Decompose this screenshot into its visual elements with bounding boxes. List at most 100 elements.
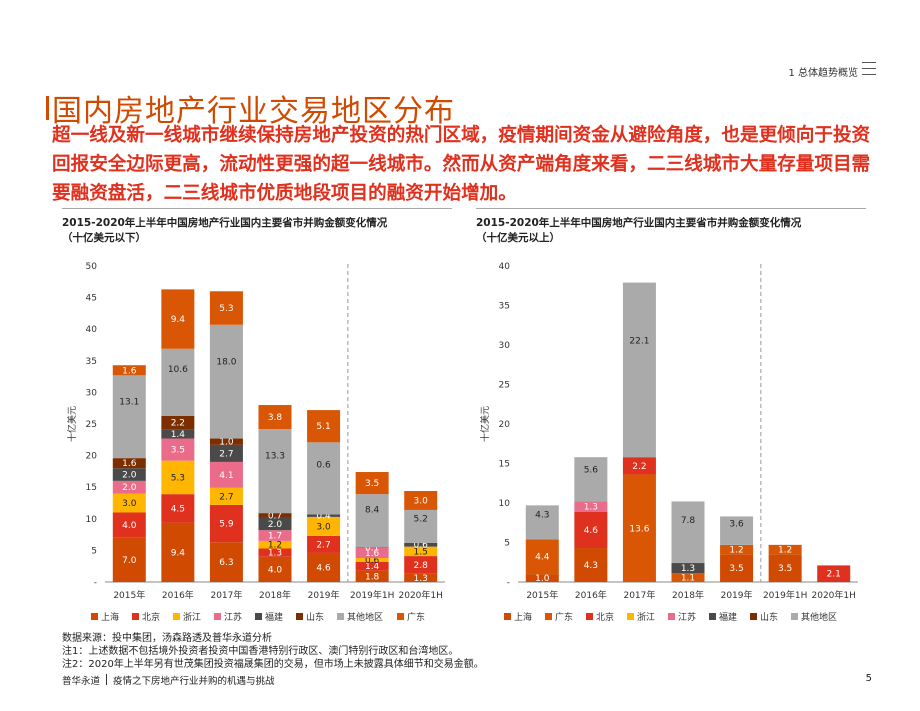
bar-segment — [307, 552, 341, 582]
data-label: 4.1 — [219, 471, 233, 481]
x-tick-label: 2015年 — [526, 589, 558, 601]
bar-segment — [720, 544, 754, 555]
footer-separator — [106, 674, 108, 685]
bar-segment — [355, 570, 389, 582]
data-label: 4.6 — [316, 563, 331, 573]
chart-1-title-line2: （十亿美元以下） — [62, 232, 146, 244]
menu-icon[interactable] — [862, 62, 876, 75]
bar-segment — [161, 415, 195, 430]
bar-segment — [307, 535, 341, 553]
y-tick-label: - — [507, 578, 510, 588]
y-tick-label: 10 — [86, 515, 98, 525]
data-label: 4.4 — [535, 553, 550, 563]
bar-segment — [355, 494, 389, 548]
bar-segment — [355, 561, 389, 571]
bar-segment — [112, 468, 146, 481]
data-label: 3.0 — [414, 496, 429, 506]
data-label: 7.8 — [681, 516, 696, 526]
legend-label: 江苏 — [678, 611, 696, 623]
data-label: 1.8 — [365, 572, 380, 582]
bar-segment — [161, 429, 195, 439]
bar-segment — [404, 542, 438, 547]
data-label: 0.7 — [268, 511, 282, 521]
data-label: 2.0 — [268, 520, 283, 530]
bar-segment — [112, 365, 146, 376]
y-tick-label: 20 — [86, 452, 98, 462]
bar-segment — [161, 460, 195, 495]
y-tick-label: 25 — [499, 381, 510, 391]
data-label: 3.5 — [171, 446, 185, 456]
y-axis-label: 十亿美元 — [66, 406, 78, 442]
data-label: 5.3 — [219, 304, 233, 314]
data-label: 5.1 — [316, 422, 330, 432]
y-tick-label: 10 — [499, 499, 511, 509]
data-label: 1.5 — [414, 547, 428, 557]
x-tick-label: 2015年 — [113, 589, 145, 601]
bar-segment — [525, 574, 559, 582]
data-label: 4.0 — [122, 521, 137, 531]
chart-2: - 5 10 15 20 25 30 35 40 十亿美元 1.0 4.4 4.3 2015年 4.3 4.6… — [479, 262, 858, 623]
y-axis-label: 十亿美元 — [479, 406, 491, 442]
legend-label: 山东 — [306, 611, 324, 623]
data-label: 1.3 — [414, 574, 428, 584]
bar-segment — [112, 512, 146, 538]
bar-segment — [307, 410, 341, 443]
data-label: 2.2 — [632, 462, 646, 472]
data-label: 1.0 — [219, 438, 234, 448]
bar-segment — [355, 472, 389, 495]
chart-2-title-line1: 2015-2020年上半年中国房地产行业国内主要省市并购金额变化情况 — [476, 217, 802, 229]
x-tick-label: 2020年1H — [399, 589, 443, 601]
bar-segment — [525, 505, 559, 540]
bar-segment — [112, 458, 146, 469]
bar-segment — [112, 480, 146, 494]
data-label: 1.2 — [729, 546, 743, 556]
bar-segment — [404, 556, 438, 574]
data-label: 0.6 — [365, 556, 380, 566]
x-tick-label: 2020年1H — [812, 589, 856, 601]
bar-segment — [258, 517, 292, 531]
chart-1-rule — [62, 208, 452, 209]
data-label: 2.0 — [122, 471, 137, 481]
legend-label: 广东 — [407, 611, 425, 623]
bar-segment — [404, 490, 438, 510]
y-tick-label: 15 — [86, 483, 97, 493]
data-label: 1.0 — [535, 574, 550, 584]
data-label: 9.4 — [171, 548, 186, 558]
legend-label: 上海 — [514, 611, 532, 623]
bar-segment — [355, 547, 389, 548]
bar-segment — [671, 501, 705, 564]
section-label: 1 总体趋势概览 — [788, 68, 858, 79]
data-label: 3.5 — [365, 479, 379, 489]
bar-segment — [574, 457, 608, 502]
bar-segment — [355, 547, 389, 558]
legend-label: 福建 — [265, 611, 283, 623]
data-label: 5.3 — [171, 473, 185, 483]
legend-label: 江苏 — [224, 611, 242, 623]
data-label: 5.2 — [414, 514, 428, 524]
bar-segment — [622, 282, 656, 458]
data-label: 1.2 — [268, 541, 282, 551]
bar-segment — [404, 573, 438, 582]
bar-segment — [307, 442, 341, 515]
data-label: 4.5 — [171, 504, 185, 514]
chart-2-title: 2015-2020年上半年中国房地产行业国内主要省市并购金额变化情况 （十亿美元… — [476, 216, 801, 246]
footer-brand: 普华永道 — [62, 676, 101, 687]
bar-segment — [671, 573, 705, 582]
chart-2-rule — [476, 208, 866, 209]
legend-swatch — [296, 613, 303, 620]
y-tick-label: 5 — [504, 539, 510, 549]
bar-segment — [209, 438, 243, 445]
y-tick-label: 5 — [91, 546, 97, 556]
legend-label: 北京 — [596, 611, 614, 623]
y-tick-label: 35 — [86, 357, 97, 367]
bar-segment — [209, 291, 243, 325]
data-label: 3.8 — [268, 413, 283, 423]
legend-label: 福建 — [719, 611, 737, 623]
y-tick-label: 20 — [499, 420, 511, 430]
page-subtitle: 超一线及新一线城市继续保持房地产投资的热门区域，疫情期间资金从避险角度，也是更倾… — [52, 125, 871, 204]
x-tick-label: 2016年 — [575, 589, 607, 601]
legend-swatch — [709, 613, 716, 620]
bar-segment — [720, 516, 754, 545]
bar-segment — [258, 548, 292, 557]
bar-segment — [161, 348, 195, 416]
